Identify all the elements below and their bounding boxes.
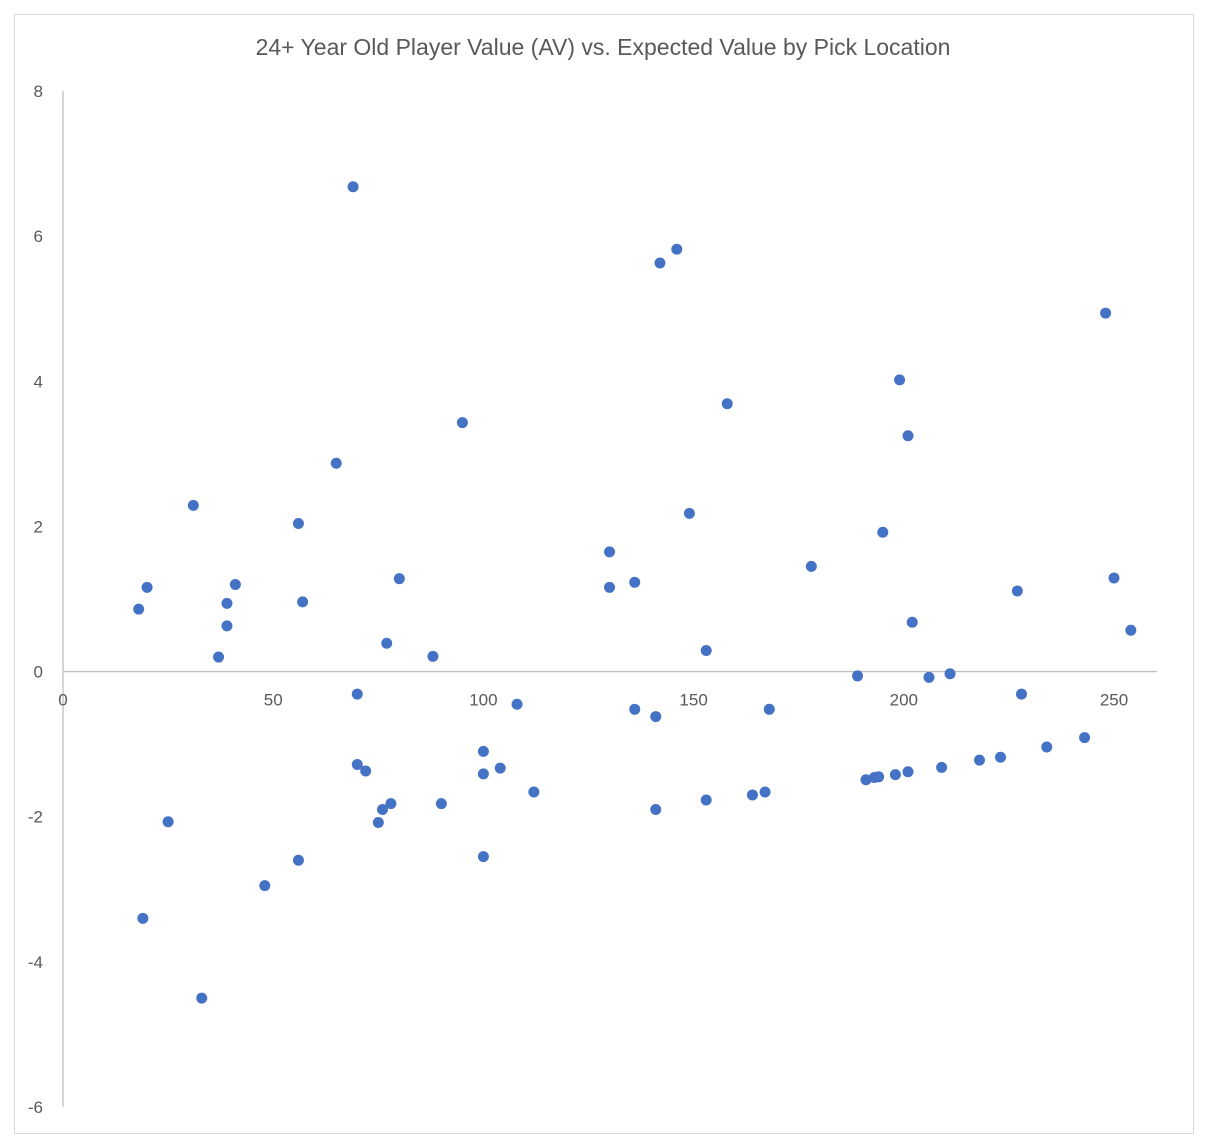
data-point	[604, 546, 616, 558]
data-point	[347, 181, 359, 193]
data-point	[435, 798, 447, 810]
data-point	[902, 430, 914, 442]
data-point	[372, 817, 384, 829]
data-point	[137, 912, 149, 924]
data-point	[351, 758, 363, 770]
data-point	[477, 745, 489, 757]
data-point	[1125, 624, 1137, 636]
data-point	[213, 651, 225, 663]
data-point	[604, 581, 616, 593]
data-point	[746, 789, 758, 801]
data-point	[1108, 572, 1120, 584]
data-point	[650, 711, 662, 723]
x-tick-label: 0	[58, 691, 67, 710]
data-point	[141, 581, 153, 593]
data-point	[187, 499, 199, 511]
y-tick-label: 4	[34, 372, 43, 391]
axes	[62, 91, 1157, 1107]
data-point	[1011, 585, 1023, 597]
data-point	[385, 798, 397, 810]
data-point	[889, 769, 901, 781]
data-point	[654, 257, 666, 269]
y-tick-label: -6	[28, 1098, 43, 1117]
data-point	[292, 854, 304, 866]
data-point	[860, 774, 872, 786]
data-point	[1041, 741, 1053, 753]
data-point	[393, 573, 405, 585]
data-point	[162, 816, 174, 828]
y-tick-label: -4	[28, 953, 43, 972]
data-point	[1079, 732, 1091, 744]
x-tick-labels: 0 50 100 150 200 250	[58, 691, 1128, 710]
data-point	[528, 786, 540, 798]
data-point	[221, 597, 233, 609]
data-point	[759, 786, 771, 798]
data-point	[511, 698, 523, 710]
data-point	[721, 398, 733, 410]
data-point	[763, 703, 775, 715]
data-point	[456, 417, 468, 429]
data-point	[477, 768, 489, 780]
data-point	[229, 578, 241, 590]
x-tick-label: 250	[1100, 691, 1128, 710]
data-point	[700, 794, 712, 806]
data-point	[683, 507, 695, 519]
x-tick-label: 150	[679, 691, 707, 710]
data-point	[1016, 688, 1028, 700]
data-point	[805, 560, 817, 572]
data-point	[671, 243, 683, 255]
data-point	[133, 603, 145, 615]
data-point	[906, 616, 918, 628]
data-point	[330, 457, 342, 469]
data-point	[877, 526, 889, 538]
data-points	[133, 181, 1137, 1004]
data-point	[650, 803, 662, 815]
y-tick-label: 6	[34, 227, 43, 246]
data-point	[494, 762, 506, 774]
data-point	[259, 880, 271, 892]
scatter-plot: 24+ Year Old Player Value (AV) vs. Expec…	[28, 34, 1157, 1117]
chart-title: 24+ Year Old Player Value (AV) vs. Expec…	[256, 34, 951, 60]
x-tick-label: 200	[890, 691, 918, 710]
data-point	[944, 668, 956, 680]
data-point	[902, 766, 914, 778]
data-point	[852, 670, 864, 682]
data-point	[994, 751, 1006, 763]
x-tick-label: 50	[264, 691, 283, 710]
data-point	[923, 671, 935, 683]
data-point	[377, 803, 389, 815]
y-tick-label: -2	[28, 808, 43, 827]
data-point	[196, 992, 208, 1004]
data-point	[936, 761, 948, 773]
data-point	[629, 703, 641, 715]
y-tick-labels: 8 6 4 2 0 -2 -4 -6	[28, 82, 43, 1117]
data-point	[973, 754, 985, 766]
y-tick-label: 0	[34, 663, 43, 682]
data-point	[381, 637, 393, 649]
data-point	[1100, 307, 1112, 319]
y-tick-label: 8	[34, 82, 43, 101]
y-tick-label: 2	[34, 517, 43, 536]
data-point	[292, 518, 304, 530]
chart-frame: 24+ Year Old Player Value (AV) vs. Expec…	[14, 14, 1194, 1134]
data-point	[360, 765, 372, 777]
data-point	[297, 596, 309, 608]
data-point	[873, 771, 885, 783]
data-point	[221, 620, 233, 632]
data-point	[477, 851, 489, 863]
data-point	[427, 650, 439, 662]
data-point	[351, 688, 363, 700]
data-point	[894, 374, 906, 386]
data-point	[700, 645, 712, 657]
x-tick-label: 100	[469, 691, 497, 710]
data-point	[629, 576, 641, 588]
